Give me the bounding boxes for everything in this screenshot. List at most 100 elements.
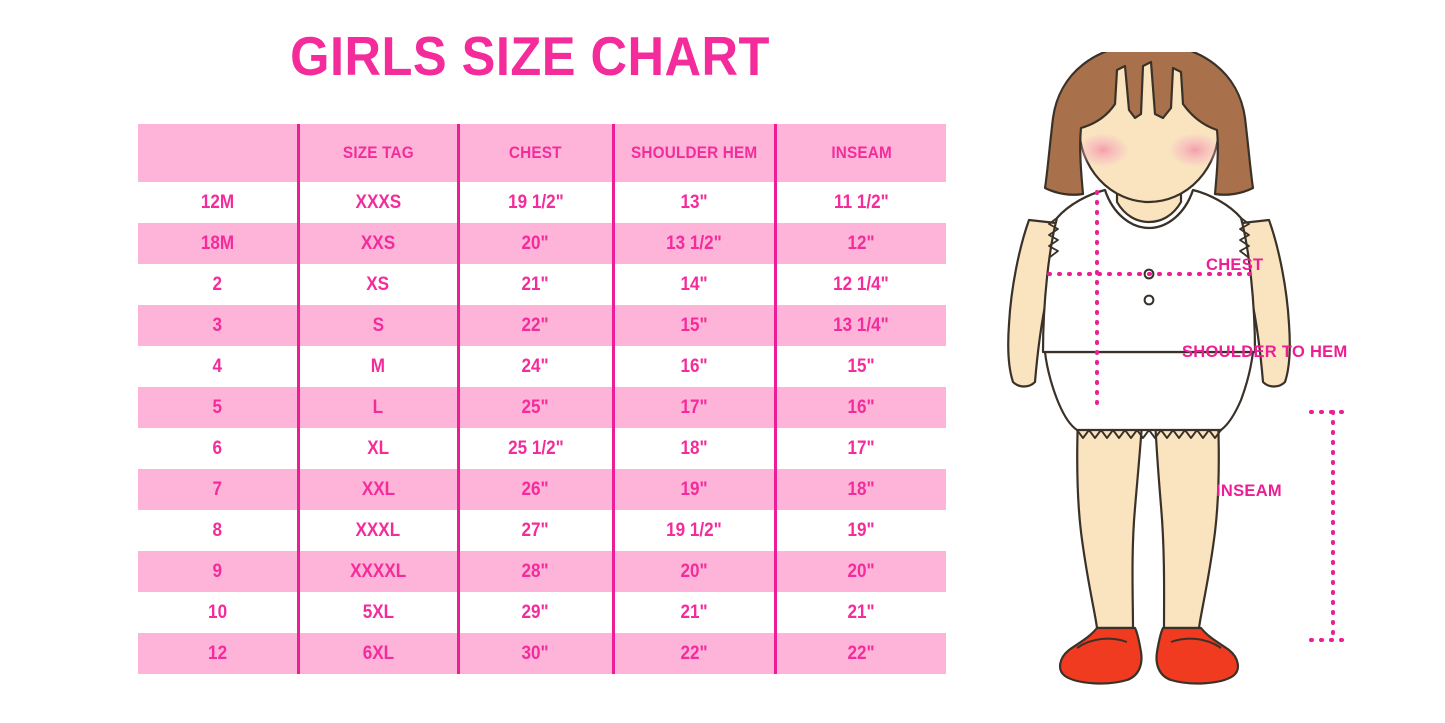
- cell-size: 12: [138, 633, 298, 674]
- column-header-chest: CHEST: [456, 124, 613, 182]
- cell-inseam-text: 18": [847, 478, 875, 500]
- cell-inseam-text: 12": [847, 232, 875, 254]
- cell-size: 10: [138, 592, 298, 633]
- cell-size-text: 2: [212, 273, 223, 295]
- cell-inseam: 22": [773, 633, 946, 674]
- table-row: 4 M 24" 16" 15": [138, 346, 946, 387]
- cell-shoulder-hem-text: 22": [680, 642, 708, 664]
- cell-inseam-text: 16": [847, 396, 875, 418]
- cell-size-text: 12M: [200, 191, 234, 213]
- cell-inseam: 12 1/4": [773, 264, 946, 305]
- cell-chest-text: 22": [521, 314, 550, 336]
- table-row: 3 S 22" 15" 13 1/4": [138, 305, 946, 346]
- column-header-size-tag: SIZE TAG: [296, 124, 458, 182]
- cell-shoulder-hem: 17": [611, 387, 775, 428]
- cell-chest: 20": [456, 223, 613, 264]
- cell-inseam-text: 20": [847, 560, 875, 582]
- cell-chest: 29": [456, 592, 613, 633]
- cell-size-tag: S: [296, 305, 458, 346]
- cell-size-tag-text: XL: [367, 437, 389, 459]
- table-row: 8 XXXL 27" 19 1/2" 19": [138, 510, 946, 551]
- cell-shoulder-hem: 13": [611, 182, 775, 223]
- cell-shoulder-hem: 19": [611, 469, 775, 510]
- cell-size-tag: L: [296, 387, 458, 428]
- cell-size: 4: [138, 346, 298, 387]
- cell-chest: 24": [456, 346, 613, 387]
- cell-size: 5: [138, 387, 298, 428]
- table-header-row: SIZE TAG CHEST SHOULDER HEM INSEAM: [138, 124, 946, 182]
- cell-size-text: 18M: [200, 232, 234, 254]
- cell-shoulder-hem-text: 16": [680, 355, 708, 377]
- cell-inseam: 16": [773, 387, 946, 428]
- cell-shoulder-hem-text: 19 1/2": [666, 519, 722, 541]
- cell-shoulder-hem: 13 1/2": [611, 223, 775, 264]
- table-body: 12M XXXS 19 1/2" 13" 11 1/2" 18M XXS 20" 13 1/2"…: [138, 182, 946, 674]
- cell-size-tag: XXXL: [296, 510, 458, 551]
- cell-chest: 22": [456, 305, 613, 346]
- table-header: SIZE TAG CHEST SHOULDER HEM INSEAM: [138, 124, 946, 182]
- cell-chest: 30": [456, 633, 613, 674]
- table-row: 5 L 25" 17" 16": [138, 387, 946, 428]
- cell-shoulder-hem-text: 20": [680, 560, 708, 582]
- cell-shoulder-hem-text: 21": [680, 601, 708, 623]
- cell-size-tag: XXS: [296, 223, 458, 264]
- cell-shoulder-hem: 20": [611, 551, 775, 592]
- column-header-shoulder-hem: SHOULDER HEM: [611, 124, 775, 182]
- cell-inseam: 18": [773, 469, 946, 510]
- cell-shoulder-hem-text: 15": [680, 314, 708, 336]
- cell-chest: 28": [456, 551, 613, 592]
- cell-chest-text: 25 1/2": [507, 437, 564, 459]
- cell-chest-text: 30": [521, 642, 550, 664]
- cell-size-tag-text: 6XL: [362, 642, 394, 664]
- cell-size-text: 8: [212, 519, 223, 541]
- cell-inseam: 19": [773, 510, 946, 551]
- cell-size: 3: [138, 305, 298, 346]
- cell-chest-text: 19 1/2": [507, 191, 564, 213]
- cell-inseam-text: 15": [847, 355, 875, 377]
- cell-shoulder-hem: 15": [611, 305, 775, 346]
- cell-inseam-text: 13 1/4": [833, 314, 890, 336]
- cell-inseam: 15": [773, 346, 946, 387]
- table-row: 12M XXXS 19 1/2" 13" 11 1/2": [138, 182, 946, 223]
- cell-chest-text: 21": [521, 273, 550, 295]
- cell-chest: 27": [456, 510, 613, 551]
- cell-chest-text: 26": [521, 478, 550, 500]
- cell-shoulder-hem-text: 19": [680, 478, 708, 500]
- cell-size-tag: XL: [296, 428, 458, 469]
- cell-shoulder-hem-text: 18": [680, 437, 708, 459]
- cell-shoulder-hem: 22": [611, 633, 775, 674]
- cell-size-tag-text: XXS: [360, 232, 396, 254]
- cell-inseam: 17": [773, 428, 946, 469]
- cell-chest: 26": [456, 469, 613, 510]
- cell-shoulder-hem-text: 13": [680, 191, 708, 213]
- cell-size-tag-text: XS: [366, 273, 390, 295]
- cell-size: 7: [138, 469, 298, 510]
- cell-chest: 21": [456, 264, 613, 305]
- cell-shoulder-hem-text: 13 1/2": [666, 232, 722, 254]
- shoulder-to-hem-measurement-label: SHOULDER TO HEM: [1182, 343, 1348, 361]
- cell-size-text: 6: [212, 437, 223, 459]
- cell-inseam-text: 19": [847, 519, 875, 541]
- shoes-shape: [1059, 626, 1239, 685]
- table-row: 12 6XL 30" 22" 22": [138, 633, 946, 674]
- cell-inseam: 12": [773, 223, 946, 264]
- cell-size-text: 4: [212, 355, 223, 377]
- cell-size: 8: [138, 510, 298, 551]
- cell-size-tag-text: L: [372, 396, 384, 418]
- cell-size-tag: XXXS: [296, 182, 458, 223]
- inseam-measure-bracket: [1309, 410, 1351, 642]
- cell-inseam-text: 21": [847, 601, 875, 623]
- table-row: 10 5XL 29" 21" 21": [138, 592, 946, 633]
- cell-size-text: 3: [212, 314, 223, 336]
- cell-size-text: 12: [207, 642, 227, 664]
- cell-size-tag: XXL: [296, 469, 458, 510]
- cell-chest-text: 28": [521, 560, 550, 582]
- hair-shape: [1043, 52, 1255, 196]
- table-row: 7 XXL 26" 19" 18": [138, 469, 946, 510]
- girl-figure-illustration: [985, 52, 1445, 692]
- table-row: 9 XXXXL 28" 20" 20": [138, 551, 946, 592]
- cell-size-text: 5: [212, 396, 223, 418]
- cell-shoulder-hem: 21": [611, 592, 775, 633]
- cell-chest: 19 1/2": [456, 182, 613, 223]
- cell-shoulder-hem: 19 1/2": [611, 510, 775, 551]
